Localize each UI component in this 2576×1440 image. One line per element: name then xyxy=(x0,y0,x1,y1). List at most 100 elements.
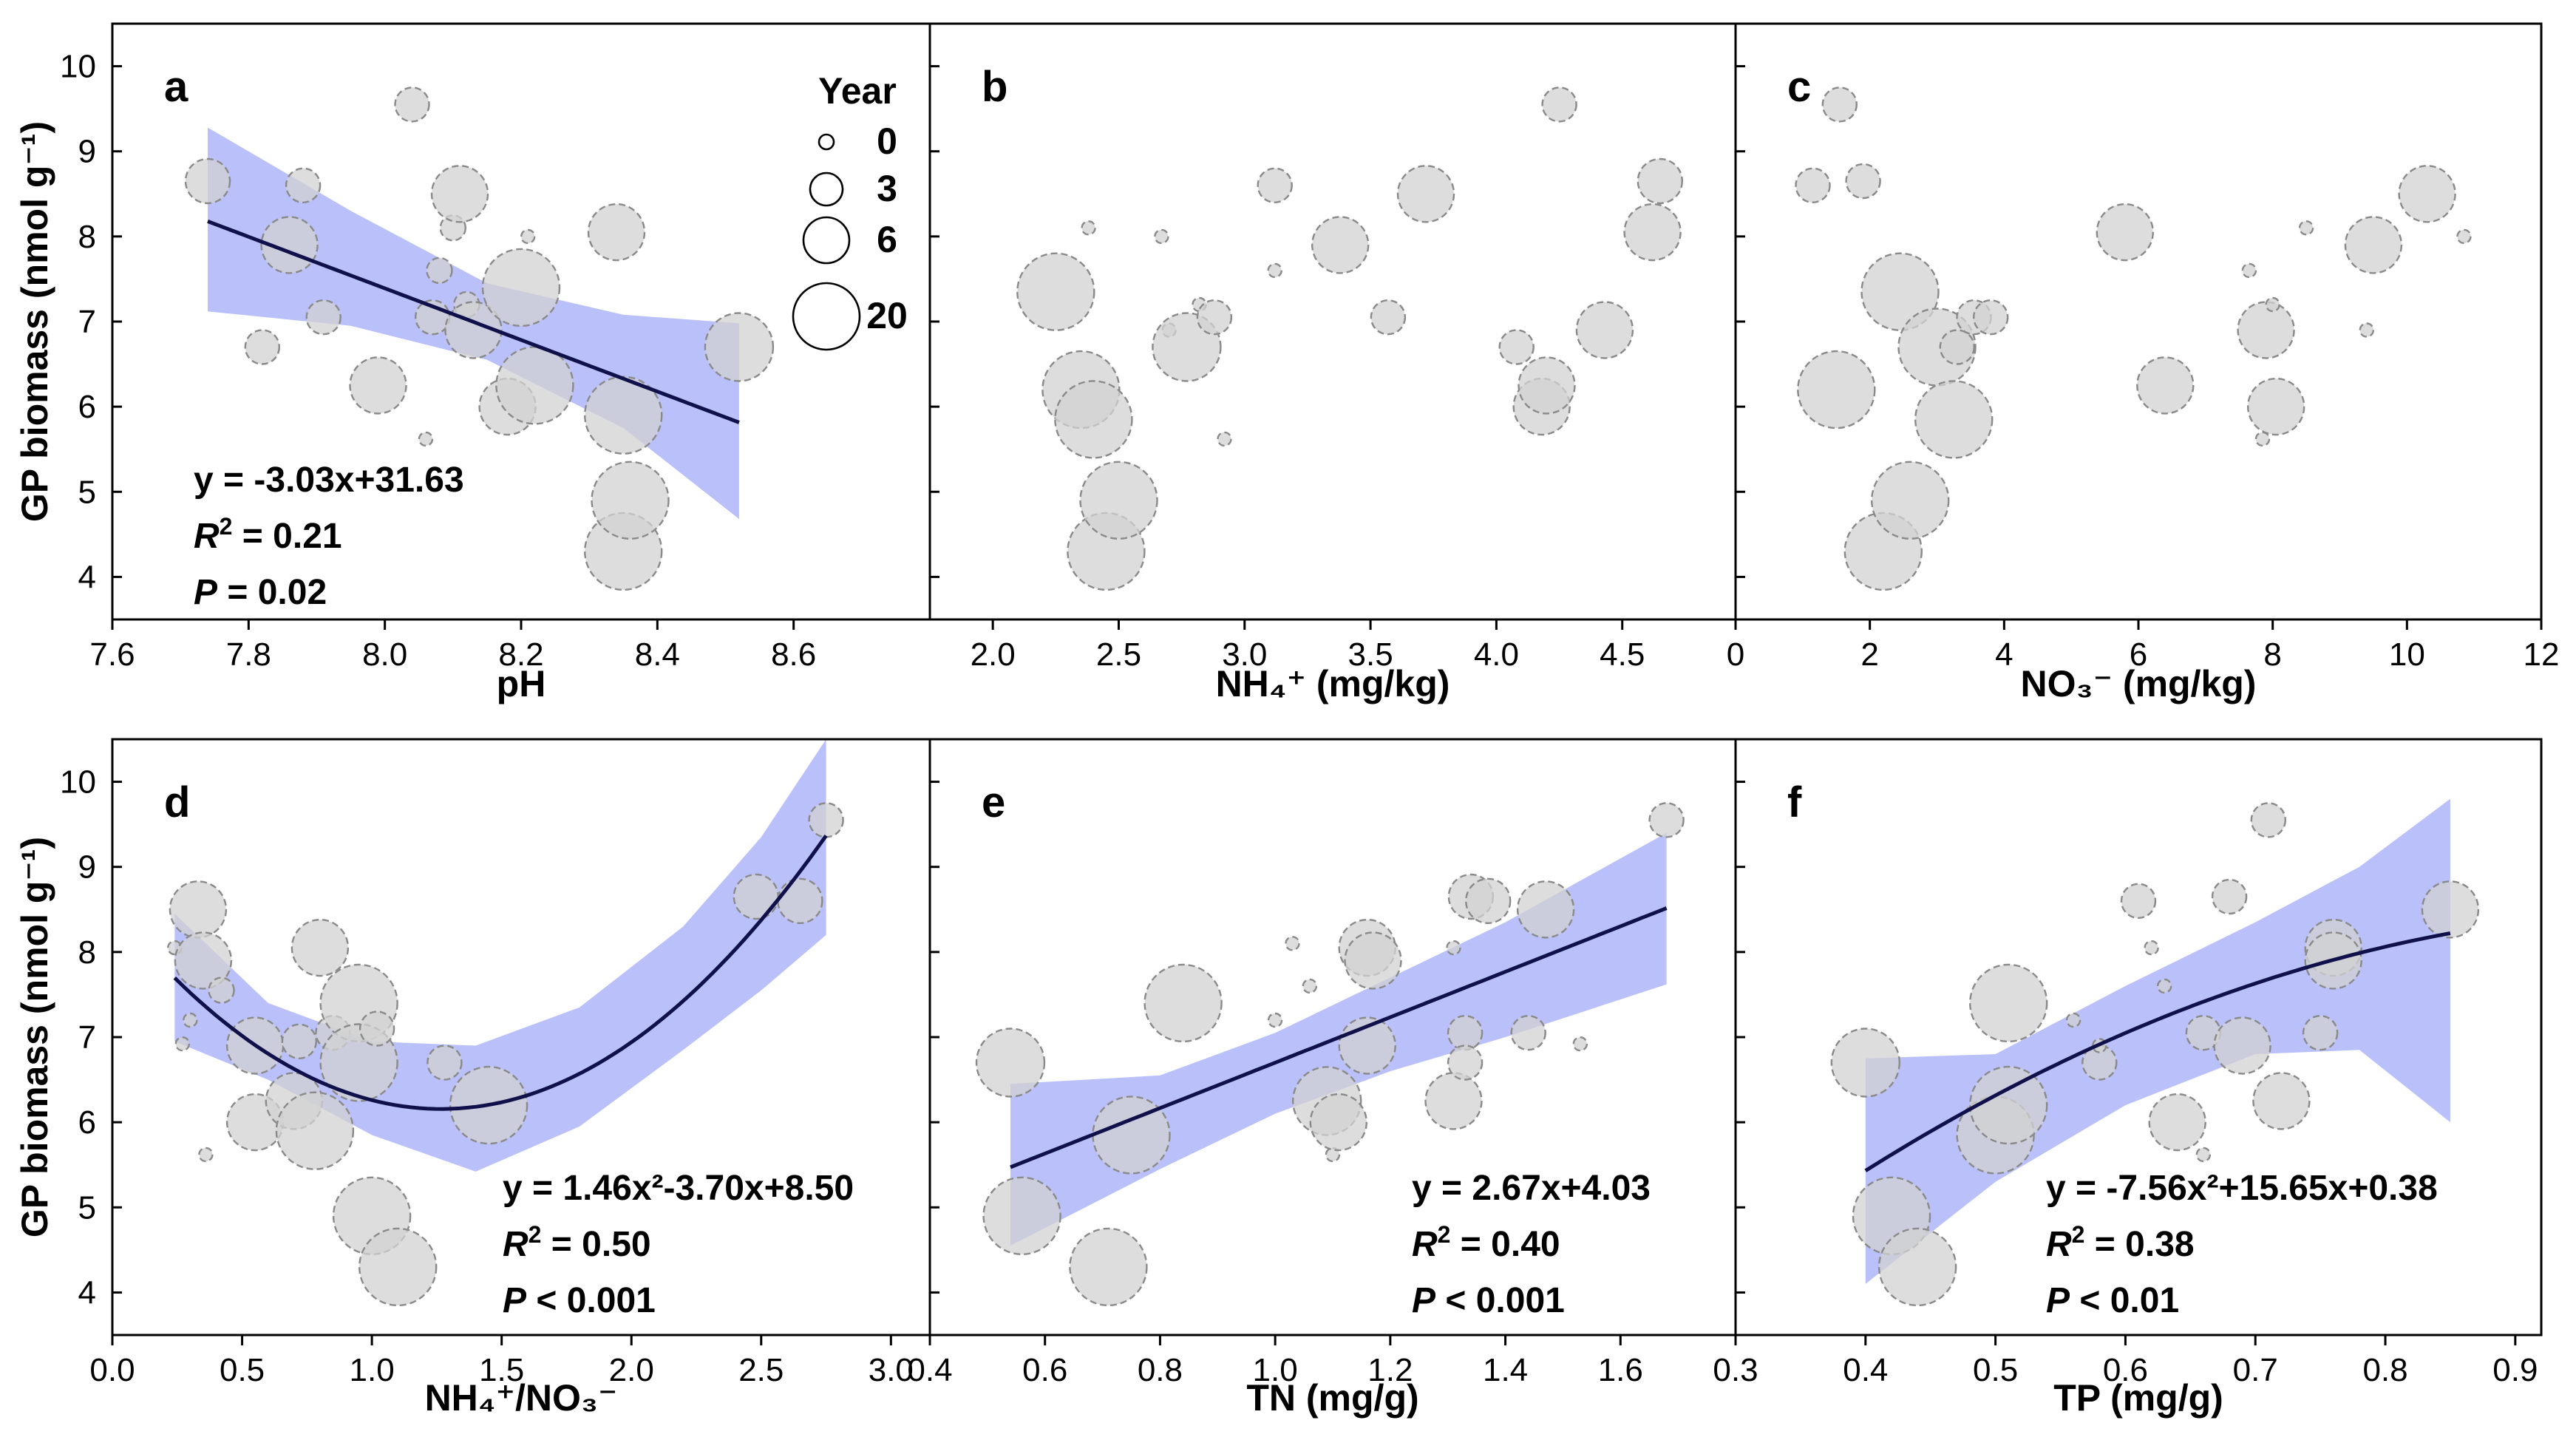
panel-c: 0 2 4 6 8 10 12 NO₃⁻ (mg/kg) c xyxy=(1727,22,2560,704)
x-tick-label: 0.6 xyxy=(1022,1352,1067,1388)
data-point xyxy=(1968,963,2048,1043)
x-axis-label: TN (mg/g) xyxy=(1246,1377,1418,1419)
x-tick-label: 0.9 xyxy=(2492,1352,2538,1388)
regression-stats: y = -3.03x+31.63 R2 = 0.21 P = 0.02 xyxy=(194,461,464,612)
plot-area xyxy=(184,86,775,591)
data-point xyxy=(1968,1065,2048,1145)
data-point xyxy=(1267,1012,1283,1028)
x-tick-label: 8 xyxy=(2263,636,2281,673)
data-point xyxy=(1370,299,1407,336)
data-point xyxy=(1311,216,1370,274)
legend-size-marker xyxy=(802,216,851,265)
data-point xyxy=(587,203,646,262)
regression-stats: y = 2.67x+4.03 R2 = 0.40 P < 0.001 xyxy=(1412,1169,1651,1320)
x-tick-label: 4.5 xyxy=(1600,636,1645,673)
data-point xyxy=(2120,883,2157,920)
x-tick-label: 0.3 xyxy=(1713,1352,1758,1388)
data-point xyxy=(2302,1014,2339,1051)
p-value-text: P < 0.001 xyxy=(1412,1281,1565,1320)
data-point xyxy=(2065,1012,2081,1028)
data-point xyxy=(808,802,844,838)
x-tick-label: 7.8 xyxy=(226,636,271,673)
data-point xyxy=(1217,431,1232,447)
equation-text: y = -7.56x²+15.65x+0.38 xyxy=(2046,1169,2438,1208)
data-point xyxy=(281,1023,317,1060)
data-point xyxy=(2237,301,2295,359)
panel-letter: c xyxy=(1787,63,1811,111)
data-point xyxy=(1510,1014,1546,1051)
data-point xyxy=(198,1147,214,1163)
panel-e: 0.4 0.6 0.8 1.0 1.2 1.4 1.6 TN (mg/g) e y = 2.67x… xyxy=(907,738,1737,1419)
data-point xyxy=(1143,963,1223,1043)
data-point xyxy=(349,356,407,415)
x-tick-label: 12 xyxy=(2524,636,2560,673)
p-value-text: P < 0.01 xyxy=(2046,1281,2179,1320)
x-tick-label: 10 xyxy=(2389,636,2425,673)
panel-letter: d xyxy=(164,778,190,826)
data-point xyxy=(2252,1072,2311,1130)
x-tick-label: 3.0 xyxy=(869,1352,914,1388)
plot-area xyxy=(1795,86,2472,591)
panel-f: 0.3 0.4 0.5 0.6 0.7 0.8 0.9 TP (mg/g) f y = -7.56… xyxy=(1713,738,2543,1419)
data-point xyxy=(1830,1028,1901,1098)
data-point xyxy=(2344,216,2403,274)
data-point xyxy=(275,1091,355,1170)
y-tick-label: 7 xyxy=(78,1019,96,1056)
panel-b: 2.0 2.5 3.0 3.5 4.0 4.5 NH₄⁺ (mg/kg) b xyxy=(928,22,1737,704)
x-tick-label: 7.6 xyxy=(89,636,135,673)
data-point xyxy=(1516,880,1575,939)
x-tick-label: 4.0 xyxy=(1474,636,1519,673)
x-tick-label: 2.5 xyxy=(738,1352,784,1388)
x-axis-label: NO₃⁻ (mg/kg) xyxy=(2021,663,2257,704)
r-squared-text: R2 = 0.40 xyxy=(1412,1221,1560,1264)
data-point xyxy=(1575,301,1634,359)
y-tick-label: 8 xyxy=(78,934,96,971)
x-tick-label: 8.2 xyxy=(498,636,543,673)
data-point xyxy=(1069,1227,1148,1307)
plot-area xyxy=(975,802,1685,1307)
y-tick-label: 7 xyxy=(78,304,96,340)
data-point xyxy=(358,1227,438,1307)
data-point xyxy=(2246,377,2305,436)
data-point xyxy=(975,1028,1046,1098)
legend-label: 0 xyxy=(877,120,897,162)
data-point xyxy=(290,918,350,977)
data-point xyxy=(1648,802,1685,838)
legend-label: 3 xyxy=(877,168,897,209)
plot-area xyxy=(167,739,844,1307)
data-point xyxy=(591,461,670,540)
data-point xyxy=(1092,1096,1171,1175)
r-squared-text: R2 = 0.50 xyxy=(503,1221,651,1264)
data-point xyxy=(1196,299,1233,336)
x-tick-label: 1.6 xyxy=(1598,1352,1643,1388)
y-tick-label: 9 xyxy=(78,849,96,886)
data-point xyxy=(2359,322,2375,338)
plot-area xyxy=(1016,86,1684,591)
x-tick-label: 0.8 xyxy=(1138,1352,1183,1388)
data-point xyxy=(1344,931,1402,990)
data-point xyxy=(2148,1093,2206,1152)
x-tick-label: 8.0 xyxy=(362,636,407,673)
data-point xyxy=(1257,167,1293,204)
legend-size-marker xyxy=(818,133,835,151)
data-point xyxy=(2250,802,2287,838)
legend-title: Year xyxy=(818,70,897,112)
legend-label: 6 xyxy=(877,219,897,260)
data-point xyxy=(2241,262,2257,279)
regression-stats: y = 1.46x²-3.70x+8.50 R2 = 0.50 P < 0.001 xyxy=(503,1169,854,1320)
x-tick-label: 1.4 xyxy=(1483,1352,1528,1388)
panel-letter: e xyxy=(982,778,1005,826)
data-point xyxy=(1939,329,1976,365)
data-point xyxy=(2195,1147,2212,1163)
y-axis-label: GP biomass (nmol g⁻¹) xyxy=(14,121,55,522)
data-point xyxy=(1845,163,1881,200)
equation-text: y = 1.46x²-3.70x+8.50 xyxy=(503,1169,854,1208)
data-point xyxy=(1498,329,1535,365)
data-point xyxy=(2156,978,2172,994)
data-point xyxy=(184,157,231,205)
panel-letter: a xyxy=(164,63,188,111)
x-tick-label: 3.5 xyxy=(1348,636,1393,673)
data-point xyxy=(174,1036,191,1052)
panel-letter: b xyxy=(982,63,1007,111)
data-point xyxy=(1446,940,1461,956)
